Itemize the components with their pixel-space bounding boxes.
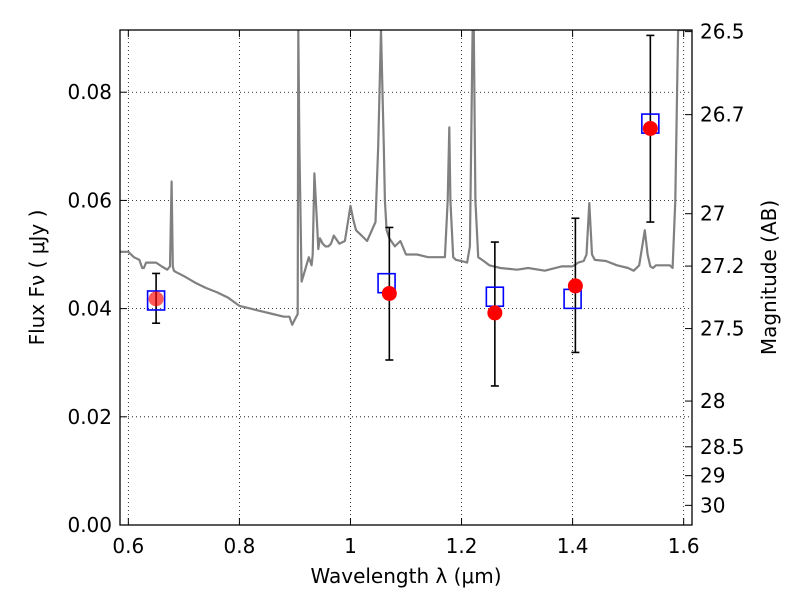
photometry-points-layer — [146, 34, 660, 387]
x-tick-label: 1 — [344, 534, 357, 558]
right-tick-label: 28.5 — [700, 435, 745, 459]
observed-photometry-point — [148, 291, 164, 307]
observed-photometry-point — [567, 278, 583, 294]
model-spectrum-layer — [120, 30, 692, 326]
x-tick-label: 0.8 — [223, 534, 255, 558]
right-axis-title: Magnitude (AB) — [757, 200, 781, 355]
x-tick-label: 1.2 — [446, 534, 478, 558]
ticks — [120, 30, 692, 526]
tick-labels: 0.6 0.8 1 1.2 1.4 1.6 0.00 0.02 0.04 0.06 0.08 26.5… — [67, 20, 744, 558]
synthetic-photometry-square — [146, 290, 166, 311]
model-spectrum-line — [120, 30, 692, 326]
right-tick-label: 27 — [700, 202, 725, 226]
right-tick-label: 28 — [700, 389, 725, 413]
y-tick-label: 0.02 — [67, 405, 112, 429]
right-tick-label: 26.5 — [700, 20, 745, 44]
y-tick-label: 0.00 — [67, 513, 112, 537]
y-tick-label: 0.08 — [67, 80, 112, 104]
x-tick-label: 0.6 — [112, 534, 144, 558]
observed-photometry-point — [642, 120, 658, 136]
y-tick-label: 0.06 — [67, 188, 112, 212]
y-axis-title: Flux Fν ( μJy ) — [25, 210, 49, 346]
x-tick-label: 1.6 — [668, 534, 700, 558]
x-axis-title: Wavelength λ (μm) — [310, 564, 501, 588]
grid — [120, 30, 692, 525]
observed-photometry-point — [487, 305, 503, 321]
right-tick-label: 30 — [700, 493, 725, 517]
right-tick-label: 26.7 — [700, 103, 745, 127]
right-tick-label: 27.2 — [700, 254, 745, 278]
plot-frame — [119, 29, 693, 526]
right-tick-label: 29 — [700, 464, 725, 488]
x-tick-label: 1.4 — [557, 534, 589, 558]
y-tick-label: 0.04 — [67, 297, 112, 321]
right-tick-label: 27.5 — [700, 317, 745, 341]
observed-photometry-point — [381, 285, 397, 301]
